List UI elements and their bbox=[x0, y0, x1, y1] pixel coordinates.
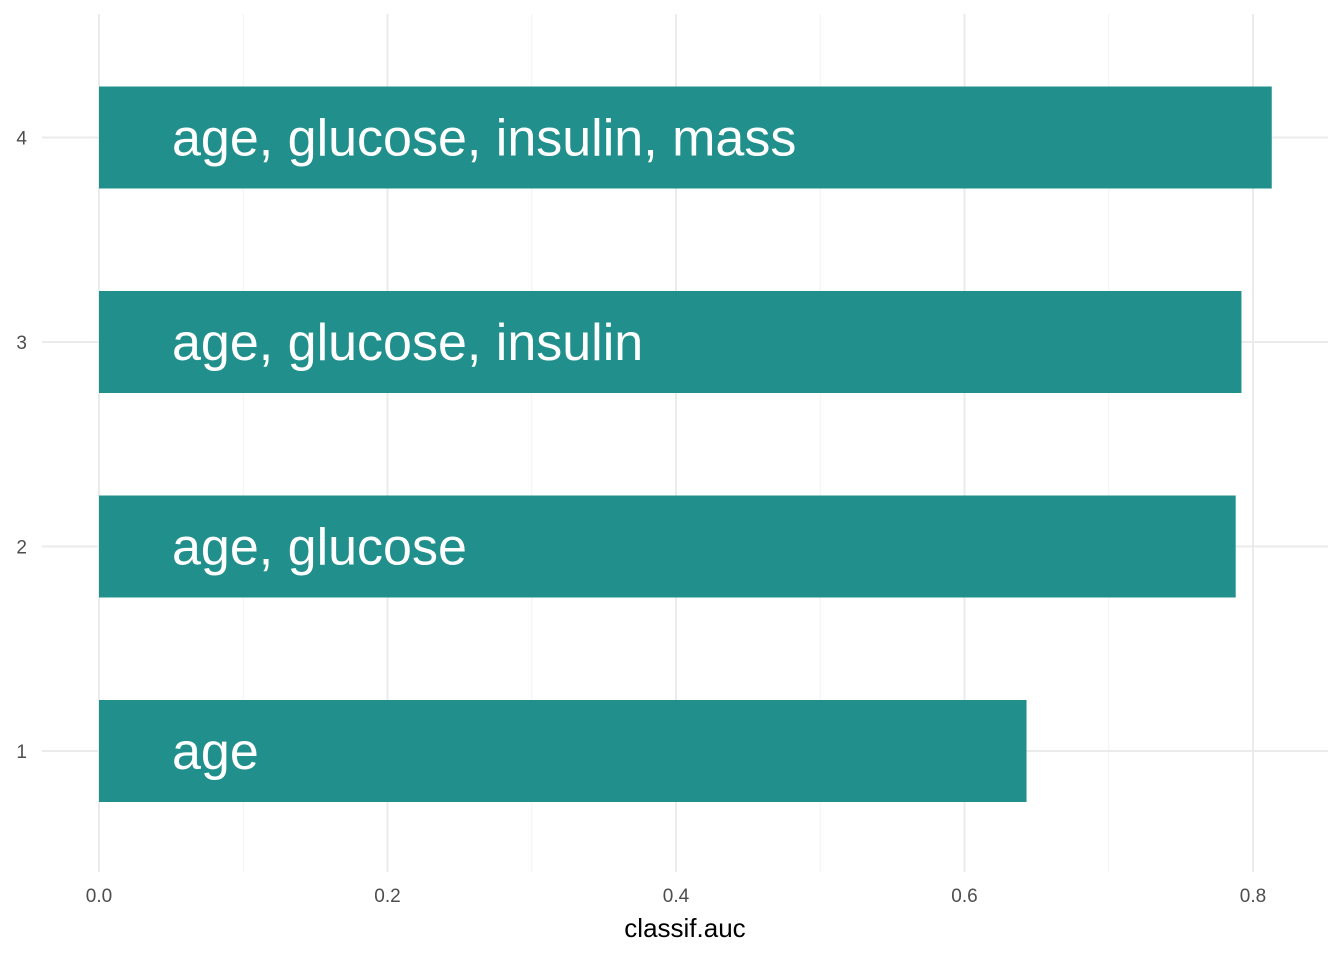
y-tick-label: 1 bbox=[16, 742, 27, 763]
x-tick-label: 0.8 bbox=[1240, 886, 1266, 907]
x-tick-label: 0.4 bbox=[663, 886, 690, 907]
x-axis-title: classif.auc bbox=[624, 913, 745, 943]
x-axis-ticks: 0.0 0.2 0.4 0.6 0.8 bbox=[86, 886, 1266, 907]
bar-label: age, glucose bbox=[172, 519, 467, 577]
y-tick-label: 4 bbox=[16, 129, 27, 150]
x-tick-label: 0.2 bbox=[374, 886, 400, 907]
y-tick-label: 2 bbox=[16, 538, 27, 559]
y-tick-label: 3 bbox=[16, 333, 27, 354]
bar-label: age bbox=[172, 723, 259, 781]
bars: age age, glucose age, glucose, insulin age,… bbox=[99, 86, 1272, 802]
bar bbox=[99, 700, 1027, 802]
y-axis-ticks: 1 2 3 4 bbox=[16, 129, 27, 764]
bar bbox=[99, 495, 1236, 598]
x-tick-label: 0.6 bbox=[951, 886, 977, 907]
bar bbox=[99, 291, 1242, 393]
bar-label: age, glucose, insulin, mass bbox=[172, 110, 796, 168]
bar-label: age, glucose, insulin bbox=[172, 314, 643, 372]
bar bbox=[99, 86, 1272, 189]
x-tick-label: 0.0 bbox=[86, 886, 112, 907]
